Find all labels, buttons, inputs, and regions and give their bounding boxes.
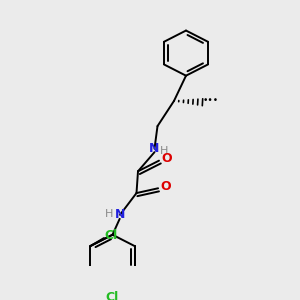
Text: •••: ••• — [203, 96, 219, 105]
Text: Cl: Cl — [106, 291, 119, 300]
Text: Cl: Cl — [105, 230, 118, 242]
Text: N: N — [115, 208, 125, 221]
Text: H: H — [160, 146, 168, 156]
Text: O: O — [161, 152, 172, 165]
Text: H: H — [105, 208, 114, 218]
Text: N: N — [148, 142, 159, 155]
Text: O: O — [160, 180, 171, 194]
